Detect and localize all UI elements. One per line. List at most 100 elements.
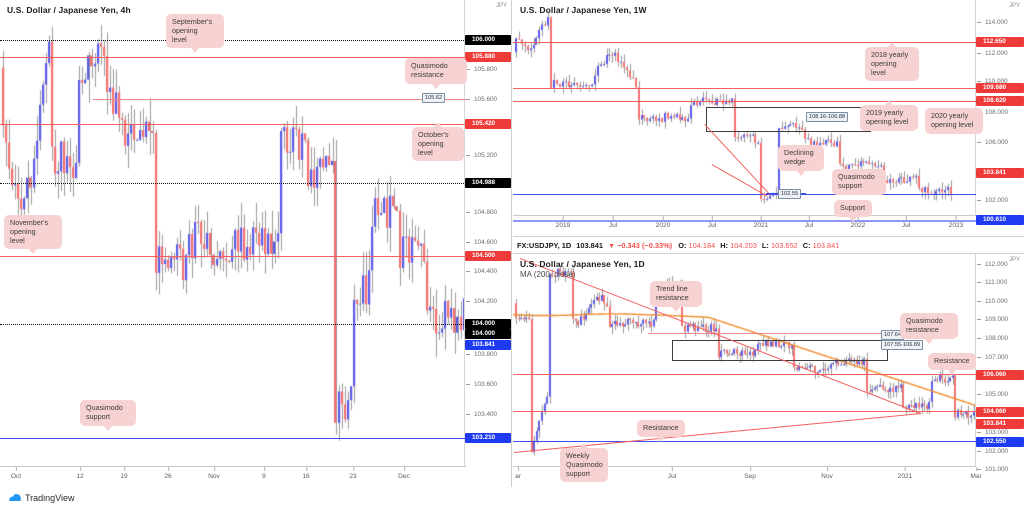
time-tick-Jul: Jul xyxy=(805,216,813,236)
candlestick-canvas-1d xyxy=(513,254,978,467)
price-tick-110-000: 110.000 xyxy=(976,77,1024,86)
price-tick-110-000: 110.000 xyxy=(976,297,1024,306)
chart-panel-4h[interactable]: U.S. Dollar / Japanese Yen, 4h JPY 106.0… xyxy=(0,0,512,487)
time-tick-Jul: Jul xyxy=(668,467,676,487)
candlestick-canvas-1w xyxy=(513,0,978,215)
price-tick-108-620: 108.620 xyxy=(976,96,1024,106)
quote-open-value: 104.184 xyxy=(688,241,716,250)
time-tick-Oct: Oct xyxy=(11,467,21,487)
time-tick-Mar: Mar xyxy=(970,467,982,487)
quote-last: 103.841 xyxy=(576,241,603,250)
time-tick-Nov: Nov xyxy=(208,467,220,487)
time-tick-12: 12 xyxy=(76,467,84,487)
time-tick-Jul: Jul xyxy=(708,216,716,236)
quote-open-label: O: xyxy=(678,241,687,250)
price-tick-105-200: 105.200 xyxy=(465,151,511,160)
price-tick-103-841: 103.841 xyxy=(976,419,1024,429)
time-axis-1w[interactable]: 2019 Jul 2020 Jul 2021 Jul 2022 Jul 2023 xyxy=(513,215,976,236)
quote-high-label: H: xyxy=(720,241,729,250)
price-tick-103-000: 103.000 xyxy=(976,428,1024,437)
price-tick-105-880: 105.880 xyxy=(465,52,511,62)
time-axis-1d[interactable]: ar May Jul Sep Nov 2021 Mar xyxy=(513,466,982,487)
price-tick-104-988: 104.988 xyxy=(465,178,511,188)
time-tick-Nov: Nov xyxy=(821,467,833,487)
time-tick-2023: 2023 xyxy=(949,216,963,236)
quote-bar: FX:USDJPY, 1D 103.841 ▼ −0.343 (−0.33%) … xyxy=(517,241,839,250)
price-tick-107-000: 107.000 xyxy=(976,353,1024,362)
price-tick-103-841: 103.841 xyxy=(465,340,511,350)
time-tick-23: 23 xyxy=(349,467,357,487)
tradingview-logo-icon xyxy=(9,494,21,501)
price-tick-100-610: 100.610 xyxy=(976,215,1024,225)
chart-title-1d: U.S. Dollar / Japanese Yen, 1D xyxy=(520,259,645,269)
price-tick-112-000: 112.000 xyxy=(976,49,1024,58)
down-triangle-icon: ▼ xyxy=(608,243,615,250)
quote-close-label: C: xyxy=(802,241,811,250)
plot-area-1w[interactable] xyxy=(513,0,1024,236)
price-tick-102-000: 102.000 xyxy=(976,196,1024,205)
price-tick-108-000: 108.000 xyxy=(976,108,1024,117)
time-tick-ar: ar xyxy=(515,467,521,487)
quote-low-value: 103.652 xyxy=(770,241,798,250)
time-tick-19: 19 xyxy=(120,467,128,487)
chart-title-1w: U.S. Dollar / Japanese Yen, 1W xyxy=(520,5,647,15)
price-axis-1w[interactable]: JPY 114.000 112.650 112.000 110.000 109.680 1… xyxy=(975,0,1024,236)
time-tick-2021: 2021 xyxy=(754,216,768,236)
time-tick-9: 9 xyxy=(262,467,266,487)
price-tick-108-000: 108.000 xyxy=(976,334,1024,343)
price-axis-4h[interactable]: JPY 106.000 105.880 105.800 105.600 105.420 1… xyxy=(464,0,511,487)
plot-area-4h[interactable] xyxy=(0,0,511,487)
panel-divider xyxy=(513,236,1024,237)
quote-low-label: L: xyxy=(761,241,769,250)
plot-area-1d[interactable] xyxy=(513,254,1024,487)
chart-panel-1d[interactable]: U.S. Dollar / Japanese Yen, 1D MA (200, … xyxy=(513,253,1024,487)
price-tick-104-200: 104.200 xyxy=(465,297,511,306)
quote-symbol[interactable]: FX:USDJPY, 1D xyxy=(517,241,572,250)
axis-currency-1w: JPY xyxy=(1008,3,1020,9)
price-tick-111-000: 111.000 xyxy=(976,278,1024,287)
quote-high-value: 104.203 xyxy=(730,241,757,250)
price-tick-106-000: 106.000 xyxy=(465,35,511,45)
time-tick-2021: 2021 xyxy=(898,467,912,487)
price-tick-104-060: 104.060 xyxy=(976,407,1024,417)
price-tick-103-400: 103.400 xyxy=(465,410,511,419)
chart-panel-1w[interactable]: U.S. Dollar / Japanese Yen, 1W JPY 114.0… xyxy=(513,0,1024,236)
price-tick-103-600: 103.600 xyxy=(465,380,511,389)
price-tick-104-400: 104.400 xyxy=(465,267,511,276)
price-tick-105-600: 105.600 xyxy=(465,95,511,104)
time-tick-2022: 2022 xyxy=(851,216,865,236)
price-tick-105-800: 105.800 xyxy=(465,65,511,74)
time-tick-2020: 2020 xyxy=(656,216,670,236)
price-tick-104-500: 104.500 xyxy=(465,251,511,261)
price-tick-104-000: 104.000 xyxy=(465,329,511,339)
price-tick-112-650: 112.650 xyxy=(976,37,1024,47)
price-tick-102-550: 102.550 xyxy=(976,437,1024,447)
price-tick-106-060: 106.060 xyxy=(976,370,1024,380)
tradingview-logo[interactable]: TradingView xyxy=(8,492,75,503)
price-tick-104-800: 104.800 xyxy=(465,208,511,217)
axis-currency-1d: JPY xyxy=(1008,257,1020,263)
quote-change-pct: (−0.33%) xyxy=(641,241,673,250)
time-tick-Jul: Jul xyxy=(609,216,617,236)
time-tick-Dec: Dec xyxy=(398,467,410,487)
price-tick-104-600: 104.600 xyxy=(465,238,511,247)
chart-indicator-1d[interactable]: MA (200, close) xyxy=(520,270,576,279)
price-tick-101-000: 101.000 xyxy=(976,465,1024,474)
time-axis-4h[interactable]: Oct 12 19 26 Nov 9 16 23 Dec xyxy=(0,466,466,487)
price-axis-1d[interactable]: JPY 112.000 111.000 110.000 109.000 108.000 1… xyxy=(975,254,1024,487)
time-tick-16: 16 xyxy=(302,467,310,487)
price-tick-105-420: 105.420 xyxy=(465,119,511,129)
price-tick-103-210: 103.210 xyxy=(465,433,511,443)
price-tick-103-841: 103.841 xyxy=(976,168,1024,178)
tradingview-logo-text: TradingView xyxy=(25,492,75,503)
time-tick-May: May xyxy=(587,467,599,487)
price-tick-114-000: 114.000 xyxy=(976,18,1024,27)
price-tick-104-000: 104.000 xyxy=(465,319,511,329)
price-tick-106-000: 106.000 xyxy=(976,138,1024,147)
quote-change: −0.343 xyxy=(617,241,640,250)
time-tick-26: 26 xyxy=(164,467,172,487)
quote-close-value: 103.841 xyxy=(812,241,840,250)
price-tick-102-000: 102.000 xyxy=(976,447,1024,456)
axis-currency-4h: JPY xyxy=(495,3,507,9)
time-tick-Jul: Jul xyxy=(902,216,910,236)
